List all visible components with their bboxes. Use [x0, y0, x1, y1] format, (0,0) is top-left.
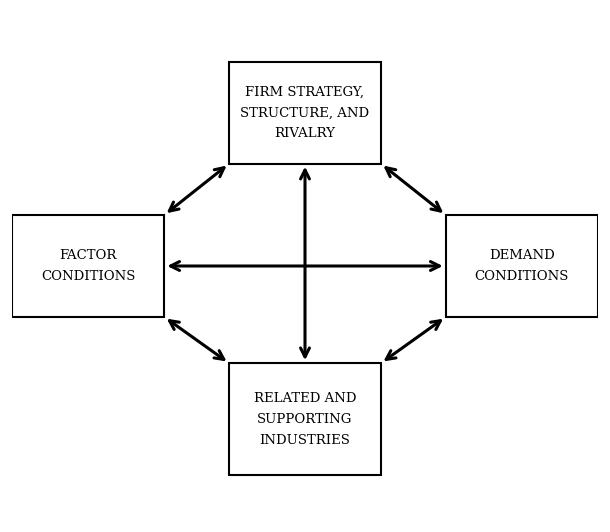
FancyBboxPatch shape	[229, 62, 381, 164]
Text: FIRM STRATEGY,
STRUCTURE, AND
RIVALRY: FIRM STRATEGY, STRUCTURE, AND RIVALRY	[240, 85, 370, 140]
FancyBboxPatch shape	[229, 363, 381, 476]
Text: RELATED AND
SUPPORTING
INDUSTRIES: RELATED AND SUPPORTING INDUSTRIES	[254, 392, 356, 447]
FancyBboxPatch shape	[445, 215, 598, 317]
FancyBboxPatch shape	[12, 215, 165, 317]
Text: FACTOR
CONDITIONS: FACTOR CONDITIONS	[41, 249, 135, 283]
Text: DEMAND
CONDITIONS: DEMAND CONDITIONS	[475, 249, 569, 283]
